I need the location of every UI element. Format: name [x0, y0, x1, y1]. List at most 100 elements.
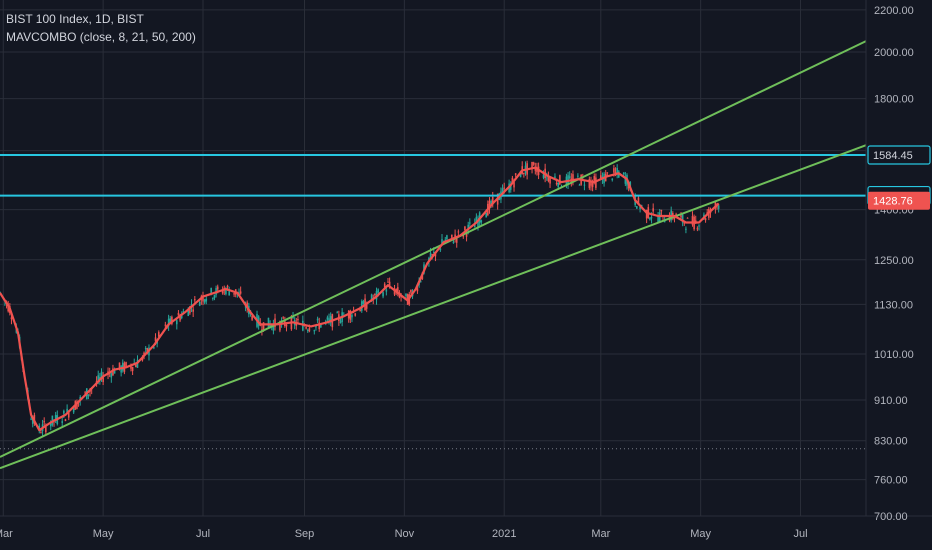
candle-body	[429, 252, 432, 260]
candle-body	[457, 231, 460, 233]
candle-body	[383, 283, 386, 288]
x-tick-label: Jul	[793, 528, 807, 540]
candle-body	[645, 209, 648, 219]
candle-body	[488, 200, 491, 209]
y-tick-label: 1800.00	[874, 94, 914, 106]
candle-body	[683, 222, 686, 224]
candle-body	[313, 330, 316, 332]
candle-body	[320, 324, 322, 328]
x-tick-label: Nov	[395, 528, 415, 540]
candle-body	[324, 320, 327, 322]
candle-body	[84, 392, 86, 394]
moving-average	[0, 166, 720, 432]
candle-body	[251, 315, 253, 320]
candle-body	[606, 172, 609, 174]
candle-body	[362, 300, 365, 304]
y-tick-label: 760.00	[874, 475, 908, 487]
candle-body	[590, 180, 592, 186]
candle-body	[557, 182, 560, 188]
candle-body	[591, 182, 594, 188]
candle-body	[691, 216, 694, 225]
candle-body	[616, 168, 618, 174]
candle-body	[135, 364, 137, 368]
candle-body	[354, 313, 357, 316]
candle-body	[110, 373, 113, 378]
candle-body	[382, 292, 384, 297]
chart-legend: BIST 100 Index, 1D, BIST MAVCOMBO (close…	[6, 10, 196, 46]
candle-body	[113, 369, 116, 374]
candle-body	[480, 220, 483, 223]
candle-body	[144, 348, 147, 350]
candle-body	[228, 290, 230, 296]
candle-body	[465, 232, 468, 237]
candle-body	[439, 248, 442, 251]
candle-body	[203, 299, 206, 303]
candle-body	[681, 214, 684, 223]
candle-body	[698, 225, 700, 227]
candle-body	[477, 219, 479, 228]
candle-body	[455, 237, 458, 243]
candle-body	[31, 419, 34, 424]
drawn-lines[interactable]	[0, 40, 867, 470]
candle-body	[717, 205, 720, 209]
candle-body	[176, 320, 178, 325]
candle-body	[349, 310, 352, 320]
candle-body	[588, 179, 591, 188]
candle-body	[169, 318, 172, 324]
candle-body	[636, 206, 638, 209]
candle-body	[164, 324, 167, 326]
time-axis[interactable]: Mar May Jul Sep Nov 2021 Mar May Jul	[0, 528, 808, 540]
candle-body	[305, 327, 307, 329]
candle-body	[45, 425, 47, 433]
candle-body	[640, 205, 643, 207]
candle-body	[637, 197, 640, 204]
candle-body	[652, 208, 654, 212]
candle-body	[554, 176, 556, 178]
candle-body	[49, 423, 52, 427]
candle-body	[649, 217, 651, 220]
candle-body	[419, 281, 422, 283]
candle-body	[282, 317, 285, 319]
candle-body	[63, 410, 65, 414]
candle-body	[577, 175, 579, 177]
candle-body	[485, 213, 488, 218]
candle-body	[87, 394, 90, 396]
candle-body	[269, 323, 271, 329]
candle-body	[339, 321, 342, 323]
x-tick-label: Sep	[295, 528, 315, 540]
candle-body	[329, 316, 332, 323]
candle-body	[233, 293, 235, 295]
candle-body	[680, 215, 682, 218]
candle-body	[393, 289, 396, 295]
indicator-label[interactable]: MAVCOMBO (close, 8, 21, 50, 200)	[6, 30, 196, 44]
x-tick-label: Mar	[591, 528, 610, 540]
candle-body	[328, 318, 330, 321]
candle-body	[593, 175, 596, 181]
candle-body	[469, 222, 471, 224]
y-tick-label: 2200.00	[874, 5, 914, 17]
candle-body	[441, 239, 443, 245]
candle-body	[326, 317, 329, 320]
candle-body	[167, 318, 170, 326]
candle-body	[262, 322, 265, 331]
candle-body	[467, 224, 469, 230]
symbol-title[interactable]: BIST 100 Index, 1D, BIST	[6, 12, 144, 26]
candle-body	[365, 304, 368, 309]
candle-body	[66, 408, 68, 413]
candle-body	[272, 323, 275, 331]
candle-body	[614, 172, 617, 174]
x-tick-label: 2021	[492, 528, 516, 540]
candle-body	[225, 289, 227, 295]
candle-body	[490, 200, 492, 205]
candle-body	[202, 295, 204, 302]
candle-body	[205, 298, 208, 302]
candle-body	[532, 162, 535, 165]
candle-body	[130, 365, 132, 369]
candle-body	[624, 176, 627, 184]
candle-body	[213, 295, 216, 298]
candle-body	[513, 181, 515, 188]
candle-body	[657, 216, 659, 223]
x-tick-label: Mar	[0, 528, 13, 540]
candle-body	[559, 175, 561, 185]
